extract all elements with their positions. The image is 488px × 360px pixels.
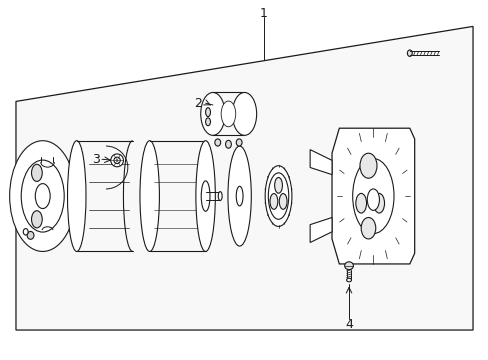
Ellipse shape [218, 192, 222, 201]
Ellipse shape [196, 141, 215, 251]
Ellipse shape [205, 108, 210, 117]
Ellipse shape [205, 118, 210, 126]
Ellipse shape [31, 164, 42, 181]
Ellipse shape [67, 141, 86, 251]
Ellipse shape [407, 50, 411, 57]
Ellipse shape [346, 278, 351, 282]
Ellipse shape [10, 141, 76, 251]
Ellipse shape [355, 193, 366, 213]
Ellipse shape [232, 93, 256, 135]
Text: 3: 3 [92, 153, 100, 166]
Ellipse shape [31, 211, 42, 228]
Ellipse shape [359, 153, 376, 178]
Ellipse shape [27, 231, 34, 239]
Ellipse shape [373, 193, 384, 213]
Ellipse shape [225, 140, 231, 148]
Ellipse shape [214, 139, 220, 146]
Ellipse shape [23, 229, 28, 235]
Ellipse shape [344, 262, 353, 270]
Ellipse shape [221, 101, 235, 127]
Ellipse shape [361, 217, 375, 239]
Text: 4: 4 [345, 318, 352, 331]
Polygon shape [331, 128, 414, 264]
Ellipse shape [201, 181, 209, 211]
Ellipse shape [274, 177, 282, 193]
Ellipse shape [268, 173, 288, 219]
Ellipse shape [140, 141, 159, 251]
Ellipse shape [264, 166, 291, 226]
Polygon shape [16, 26, 472, 330]
Ellipse shape [114, 157, 120, 163]
Ellipse shape [366, 189, 379, 210]
Ellipse shape [352, 158, 393, 234]
Ellipse shape [279, 194, 286, 209]
Ellipse shape [236, 186, 243, 206]
Text: 2: 2 [194, 97, 202, 110]
Ellipse shape [236, 139, 242, 146]
Ellipse shape [227, 146, 251, 246]
Ellipse shape [111, 154, 123, 167]
Ellipse shape [201, 93, 224, 135]
Text: 1: 1 [260, 8, 267, 21]
Polygon shape [309, 217, 331, 243]
Polygon shape [309, 150, 331, 175]
Ellipse shape [269, 194, 277, 209]
Ellipse shape [35, 184, 50, 208]
Ellipse shape [21, 160, 64, 232]
